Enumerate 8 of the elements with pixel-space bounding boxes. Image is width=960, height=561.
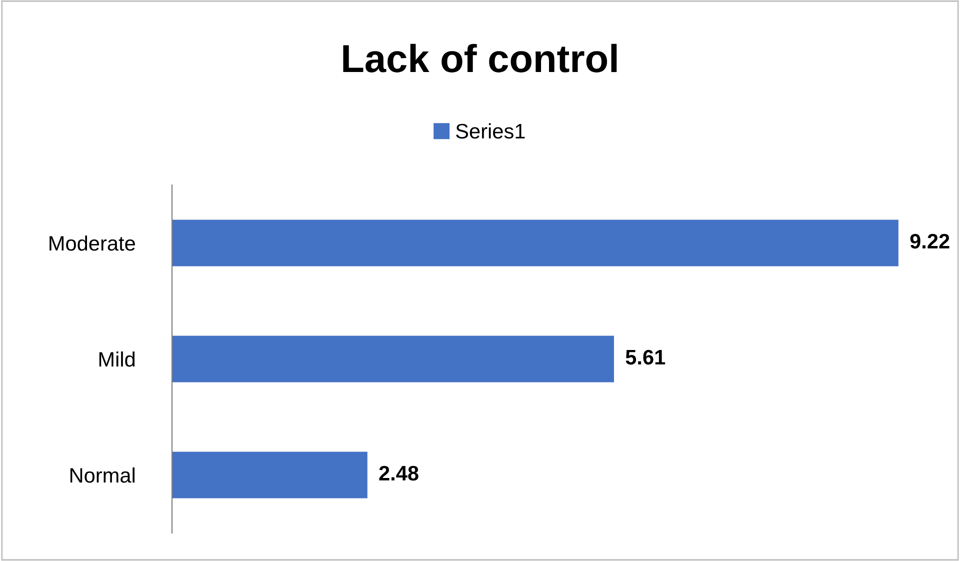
chart-title: Lack of control [343,44,617,72]
data-label: 2.48 [379,466,418,481]
y-tick-label: Moderate [50,235,135,251]
data-label: 9.22 [910,234,950,249]
legend-label: Series1 [456,123,525,139]
y-tick-label: Mild [99,351,135,367]
y-tick-label: Normal [70,467,134,483]
data-label: 5.61 [626,350,666,365]
